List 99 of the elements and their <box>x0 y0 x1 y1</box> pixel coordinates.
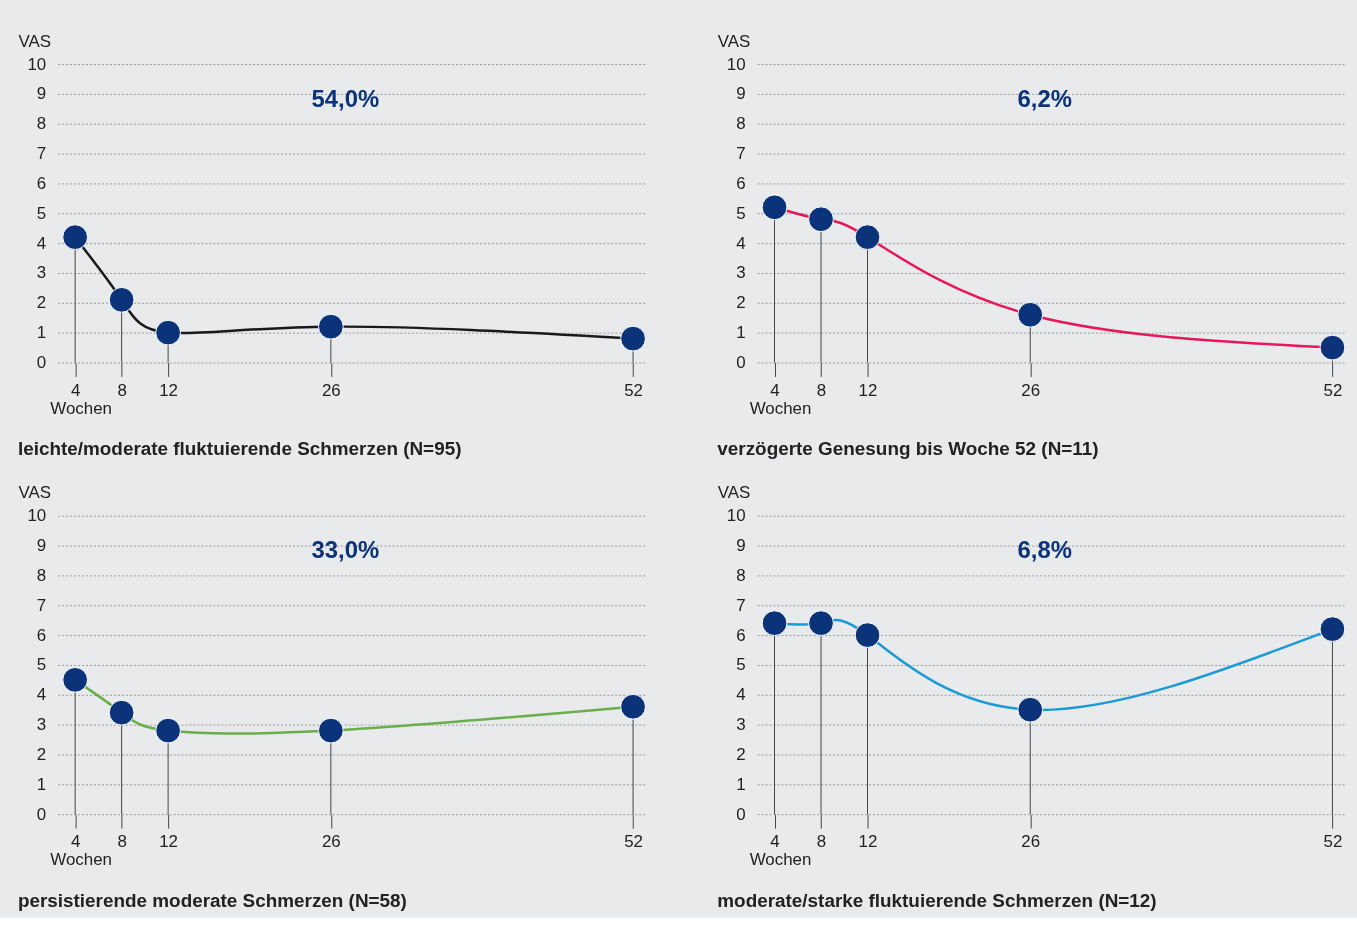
y-tick-label: 7 <box>36 144 47 164</box>
y-tick-label: 3 <box>736 715 746 735</box>
y-tick-label: 4 <box>36 233 47 253</box>
point <box>62 224 89 251</box>
x-tick-label: 26 <box>321 380 341 400</box>
point <box>620 325 646 352</box>
text: verzögerte Genesung bis Woche 52 (N=11) <box>717 438 1099 460</box>
y-tick-label: 9 <box>36 536 47 556</box>
y-tick-label: 7 <box>736 144 746 164</box>
x-axis-title: Wochen <box>749 850 812 870</box>
x-tick-label: 8 <box>117 380 127 400</box>
y-tick-label: 4 <box>736 233 746 253</box>
x-tick-label: 26 <box>1021 380 1041 400</box>
x-tick-label: 26 <box>1021 832 1041 852</box>
y-tick-label: 10 <box>726 506 746 526</box>
x-axis-title: Wochen <box>749 398 812 418</box>
x-tick-label: 12 <box>858 380 878 400</box>
point <box>620 693 646 720</box>
point <box>108 286 135 313</box>
y-tick-label: 6 <box>736 625 746 645</box>
y-tick-label: 9 <box>736 84 746 104</box>
y-tick-label: 5 <box>36 203 47 223</box>
y-tick-label: 4 <box>36 685 47 705</box>
x-tick-label: 4 <box>770 380 780 400</box>
x-tick-label: 4 <box>770 832 780 852</box>
point <box>317 313 344 340</box>
point <box>1017 696 1044 723</box>
y-axis-title: VAS <box>717 31 751 51</box>
y-tick-label: 10 <box>726 54 746 74</box>
point <box>62 667 89 693</box>
point <box>108 699 135 726</box>
y-tick-label: 8 <box>36 114 47 134</box>
point <box>317 717 344 744</box>
y-tick-label: 0 <box>736 352 746 372</box>
y-tick-label: 3 <box>36 715 47 735</box>
x-axis-title: Wochen <box>50 398 112 418</box>
point <box>1017 301 1044 328</box>
x-tick-label: 8 <box>117 832 127 852</box>
x-tick-label: 4 <box>70 832 81 852</box>
y-tick-label: 7 <box>736 595 746 615</box>
y-tick-label: 2 <box>36 293 47 313</box>
x-tick-label: 52 <box>624 380 643 400</box>
y-tick-label: 5 <box>36 655 47 675</box>
x-tick-label: 12 <box>159 380 179 400</box>
y-tick-label: 8 <box>736 565 746 585</box>
point <box>808 206 834 233</box>
x-tick-label: 52 <box>1323 380 1343 400</box>
y-tick-label: 2 <box>736 744 746 764</box>
point <box>761 610 788 637</box>
y-tick-label: 10 <box>27 54 47 74</box>
x-tick-label: 8 <box>816 832 827 852</box>
y-tick-label: 4 <box>736 685 746 705</box>
y-tick-label: 10 <box>27 506 47 526</box>
x-tick-label: 26 <box>321 832 341 852</box>
y-tick-label: 2 <box>736 293 746 313</box>
y-tick-label: 3 <box>736 263 746 283</box>
y-tick-label: 2 <box>36 744 47 764</box>
x-tick-label: 12 <box>858 832 878 852</box>
y-tick-label: 8 <box>36 565 47 585</box>
y-tick-label: 1 <box>736 323 746 343</box>
text: moderate/starke fluktuierende Schmerzen (N=12) <box>717 889 1157 911</box>
x-tick-label: 8 <box>816 380 827 400</box>
x-tick-label: 52 <box>624 832 643 852</box>
point <box>761 194 788 221</box>
text: persistierende moderate Schmerzen (N=58) <box>17 889 407 911</box>
y-tick-label: 7 <box>36 595 47 615</box>
y-tick-label: 1 <box>36 774 47 794</box>
annotation: 33,0% <box>311 536 380 564</box>
annotation: 54,0% <box>311 84 380 112</box>
annotation: 6,8% <box>1017 536 1072 564</box>
y-tick-label: 5 <box>736 203 746 223</box>
y-axis-title: VAS <box>18 31 51 51</box>
y-tick-label: 6 <box>736 173 746 193</box>
x-tick-label: 52 <box>1323 832 1343 852</box>
point <box>854 224 881 251</box>
point <box>854 622 881 648</box>
y-tick-label: 0 <box>36 352 47 372</box>
y-tick-label: 8 <box>736 114 746 134</box>
y-tick-label: 5 <box>736 655 746 675</box>
y-tick-label: 1 <box>736 774 746 794</box>
x-tick-label: 4 <box>70 380 81 400</box>
point <box>1319 616 1346 642</box>
y-tick-label: 0 <box>36 804 47 824</box>
text: leichte/moderate fluktuierende Schmerzen (N=95) <box>17 438 462 460</box>
annotation: 6,2% <box>1017 84 1072 112</box>
y-tick-label: 6 <box>36 625 47 645</box>
point <box>155 319 182 346</box>
x-axis-title: Wochen <box>50 850 112 870</box>
point <box>155 717 182 744</box>
y-tick-label: 6 <box>36 173 47 193</box>
x-tick-label: 12 <box>159 832 179 852</box>
y-axis-title: VAS <box>18 483 51 503</box>
y-tick-label: 1 <box>36 323 47 343</box>
point <box>808 610 834 637</box>
y-axis-title: VAS <box>717 483 751 503</box>
y-tick-label: 0 <box>736 804 746 824</box>
y-tick-label: 9 <box>736 536 746 556</box>
y-tick-label: 3 <box>36 263 47 283</box>
y-tick-label: 9 <box>36 84 47 104</box>
